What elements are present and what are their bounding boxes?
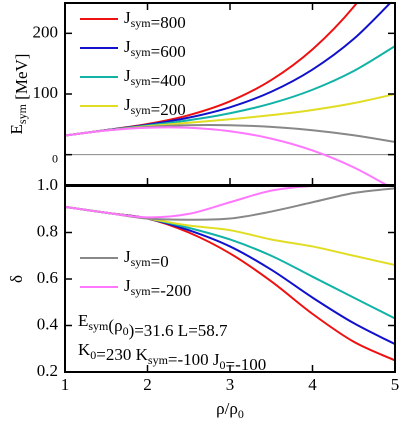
series-line bbox=[65, 126, 389, 185]
series-line bbox=[65, 187, 395, 221]
x-axis-label: ρ/ρ0 bbox=[216, 399, 244, 421]
legend-label: Jsym=-200 bbox=[124, 276, 191, 300]
plot-area bbox=[65, 3, 395, 185]
annotation: Esym(ρ0)=31.6 L=58.7 bbox=[78, 311, 228, 340]
y-tick-label: 0.6 bbox=[37, 268, 58, 287]
x-tick-label: 5 bbox=[391, 375, 400, 394]
y-tick-label: 200 bbox=[33, 22, 59, 41]
series-line bbox=[65, 186, 395, 219]
series-line bbox=[65, 205, 395, 267]
x-tick-label: 2 bbox=[143, 375, 152, 394]
x-tick-label: 4 bbox=[308, 375, 317, 394]
plot-frame bbox=[64, 2, 396, 186]
y-tick-label: 0.2 bbox=[37, 361, 58, 380]
y-tick-label: 1.0 bbox=[37, 175, 58, 194]
plot-area bbox=[65, 186, 395, 362]
legend-label: Jsym=600 bbox=[124, 37, 186, 61]
x-tick-label: 1 bbox=[61, 375, 70, 394]
x-tick-label: 3 bbox=[226, 375, 235, 394]
legend-label: Jsym=200 bbox=[124, 95, 186, 119]
y-axis-label: Esym [MeV] bbox=[7, 54, 31, 135]
annotation: K0=230 Ksym=-100 J0=-100 bbox=[78, 340, 266, 374]
series-line bbox=[65, 124, 395, 143]
y-axis-label: δ bbox=[7, 275, 26, 283]
legend-label: Jsym=800 bbox=[124, 8, 186, 32]
y-tick-label: 100 bbox=[33, 83, 59, 102]
y-tick-label: 0.4 bbox=[37, 314, 59, 333]
series-line bbox=[65, 45, 395, 137]
series-line bbox=[65, 205, 395, 320]
y-tick-label: 0 bbox=[52, 151, 58, 165]
legend-label: Jsym=0 bbox=[124, 247, 169, 271]
series-line bbox=[65, 3, 392, 137]
series-line bbox=[65, 3, 359, 137]
legend-label: Jsym=400 bbox=[124, 66, 186, 90]
y-tick-label: 0.8 bbox=[37, 221, 58, 240]
